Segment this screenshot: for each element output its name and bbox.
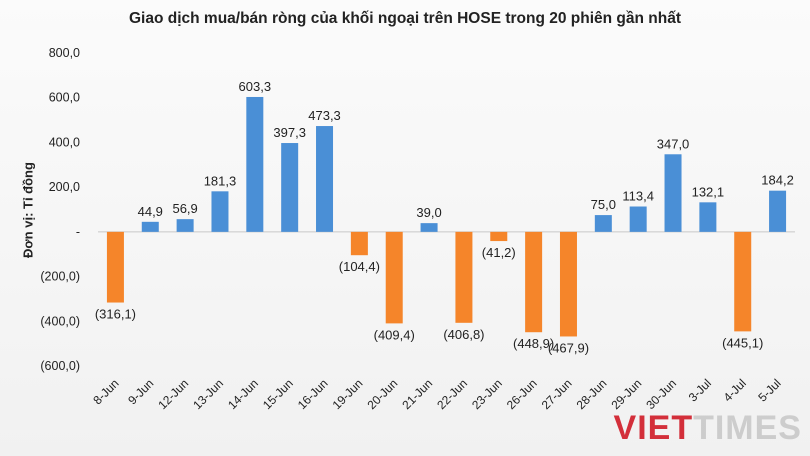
x-tick-label: 28-Jun bbox=[574, 376, 610, 412]
viettimes-logo: VIETTIMES bbox=[614, 409, 802, 448]
x-tick-label: 14-Jun bbox=[225, 376, 261, 412]
x-tick-label: 12-Jun bbox=[155, 376, 191, 412]
data-label: 184,2 bbox=[761, 173, 794, 188]
data-label: 39,0 bbox=[416, 205, 441, 220]
y-tick-label: 800,0 bbox=[49, 46, 80, 60]
x-tick-label: 13-Jun bbox=[190, 376, 226, 412]
x-tick-label: 27-Jun bbox=[539, 376, 575, 412]
data-label: 132,1 bbox=[692, 184, 725, 199]
bar bbox=[559, 231, 577, 337]
data-label: 113,4 bbox=[622, 189, 654, 204]
y-tick-label: (400,0) bbox=[40, 314, 80, 328]
data-label: 347,0 bbox=[657, 136, 690, 151]
x-tick-label: 16-Jun bbox=[295, 376, 331, 412]
data-label: (467,9) bbox=[548, 340, 589, 355]
bar bbox=[211, 191, 229, 232]
bar bbox=[699, 202, 717, 232]
x-tick-label: 15-Jun bbox=[260, 376, 296, 412]
x-tick-label: 21-Jun bbox=[399, 376, 435, 412]
x-tick-label: 22-Jun bbox=[434, 376, 470, 412]
bar bbox=[176, 219, 194, 232]
bar bbox=[629, 206, 647, 232]
x-tick-label: 26-Jun bbox=[504, 376, 540, 412]
bar bbox=[594, 215, 612, 232]
data-label: 44,9 bbox=[138, 204, 163, 219]
y-tick-label: - bbox=[76, 225, 80, 239]
x-tick-label: 29-Jun bbox=[608, 376, 644, 412]
data-label: 603,3 bbox=[239, 79, 272, 94]
bar bbox=[420, 223, 438, 232]
chart-title: Giao dịch mua/bán ròng của khối ngoại tr… bbox=[128, 10, 682, 27]
bar bbox=[455, 231, 473, 323]
bar bbox=[316, 126, 334, 232]
y-tick-label: 400,0 bbox=[49, 135, 80, 149]
bar bbox=[281, 143, 299, 232]
bar bbox=[525, 231, 543, 333]
x-tick-label: 8-Jun bbox=[90, 376, 121, 407]
bar bbox=[350, 231, 368, 256]
data-label: (41,2) bbox=[482, 245, 516, 260]
x-tick-label: 20-Jun bbox=[364, 376, 400, 412]
bar bbox=[664, 154, 682, 232]
data-label: (409,4) bbox=[374, 327, 415, 342]
y-tick-label: (200,0) bbox=[40, 270, 80, 284]
bar bbox=[734, 231, 752, 332]
data-label: (406,8) bbox=[443, 327, 484, 342]
data-label: 75,0 bbox=[591, 197, 616, 212]
bar bbox=[490, 231, 508, 242]
logo-part-times: TIMES bbox=[693, 409, 802, 447]
data-label: 473,3 bbox=[308, 108, 341, 123]
bar bbox=[385, 231, 403, 324]
bar bbox=[769, 190, 787, 232]
data-label: (104,4) bbox=[339, 259, 380, 274]
x-tick-label: 23-Jun bbox=[469, 376, 505, 412]
x-tick-label: 5-Jul bbox=[755, 376, 783, 404]
x-tick-label: 3-Jul bbox=[686, 376, 714, 404]
data-label: 56,9 bbox=[172, 201, 197, 216]
bar bbox=[246, 96, 264, 232]
x-tick-label: 4-Jul bbox=[721, 376, 749, 404]
data-label: (448,9) bbox=[513, 336, 554, 351]
data-label: 181,3 bbox=[204, 173, 237, 188]
y-tick-label: (600,0) bbox=[40, 359, 80, 373]
data-label: 397,3 bbox=[273, 125, 306, 140]
x-tick-label: 9-Jun bbox=[125, 376, 156, 407]
data-label: (445,1) bbox=[722, 335, 763, 350]
bar bbox=[106, 231, 124, 303]
x-tick-label: 30-Jun bbox=[643, 376, 679, 412]
y-tick-label: 600,0 bbox=[49, 91, 80, 105]
bar bbox=[141, 221, 159, 232]
data-label: (316,1) bbox=[95, 307, 136, 322]
y-tick-label: 200,0 bbox=[49, 180, 80, 194]
x-tick-label: 19-Jun bbox=[330, 376, 366, 412]
logo-part-viet: VIET bbox=[613, 409, 694, 447]
